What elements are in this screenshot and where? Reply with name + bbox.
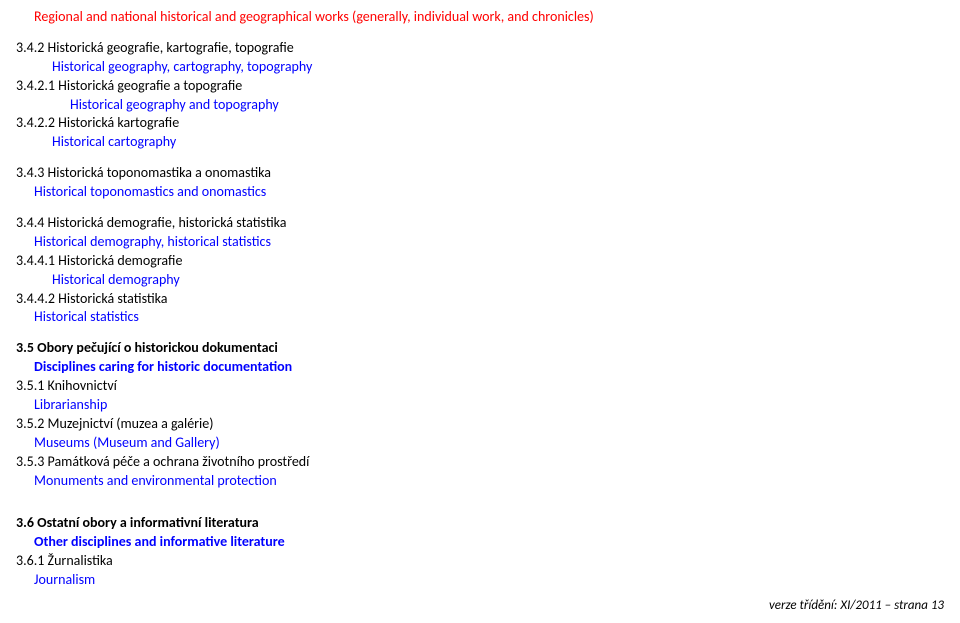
entry-3-4-4-1-cz: 3.4.4.1 Historická demografie: [16, 252, 944, 271]
page-footer: verze třídění: XI/2011 – strana 13: [769, 597, 944, 615]
entry-3-5-cz: 3.5 Obory pečující o historickou dokumen…: [16, 339, 944, 358]
entry-3-4-4-1-en: Historical demography: [16, 271, 944, 290]
entry-3-4-3-cz: 3.4.3 Historická toponomastika a onomast…: [16, 164, 944, 183]
entry-3-4-2-2-cz: 3.4.2.2 Historická kartografie: [16, 114, 944, 133]
entry-3-4-4-2-cz: 3.4.4.2 Historická statistika: [16, 290, 944, 309]
entry-3-4-4-cz: 3.4.4 Historická demografie, historická …: [16, 214, 944, 233]
entry-3-5-en: Disciplines caring for historic document…: [16, 358, 944, 377]
entry-3-6-1-en: Journalism: [16, 571, 944, 590]
entry-3-5-3-cz: 3.5.3 Památková péče a ochrana životního…: [16, 453, 944, 472]
entry-3-4-2-1-en: Historical geography and topography: [16, 96, 944, 115]
entry-3-4-3-en: Historical toponomastics and onomastics: [16, 183, 944, 202]
entry-3-6-cz: 3.6 Ostatní obory a informativní literat…: [16, 514, 944, 533]
entry-3-4-2-1-cz: 3.4.2.1 Historická geografie a topografi…: [16, 77, 944, 96]
entry-3-4-2-2-en: Historical cartography: [16, 133, 944, 152]
entry-3-5-1-en: Librarianship: [16, 396, 944, 415]
entry-3-6-en: Other disciplines and informative litera…: [16, 533, 944, 552]
entry-3-4-2-en: Historical geography, cartography, topog…: [16, 58, 944, 77]
entry-3-5-2-en: Museums (Museum and Gallery): [16, 434, 944, 453]
entry-3-6-1-cz: 3.6.1 Žurnalistika: [16, 552, 944, 571]
entry-3-5-2-cz: 3.5.2 Muzejnictví (muzea a galérie): [16, 415, 944, 434]
entry-3-4-2-cz: 3.4.2 Historická geografie, kartografie,…: [16, 39, 944, 58]
entry-3-4-4-2-en: Historical statistics: [16, 308, 944, 327]
entry-3-5-1-cz: 3.5.1 Knihovnictví: [16, 377, 944, 396]
top-note: Regional and national historical and geo…: [16, 8, 944, 27]
entry-3-4-4-en: Historical demography, historical statis…: [16, 233, 944, 252]
entry-3-5-3-en: Monuments and environmental protection: [16, 472, 944, 491]
